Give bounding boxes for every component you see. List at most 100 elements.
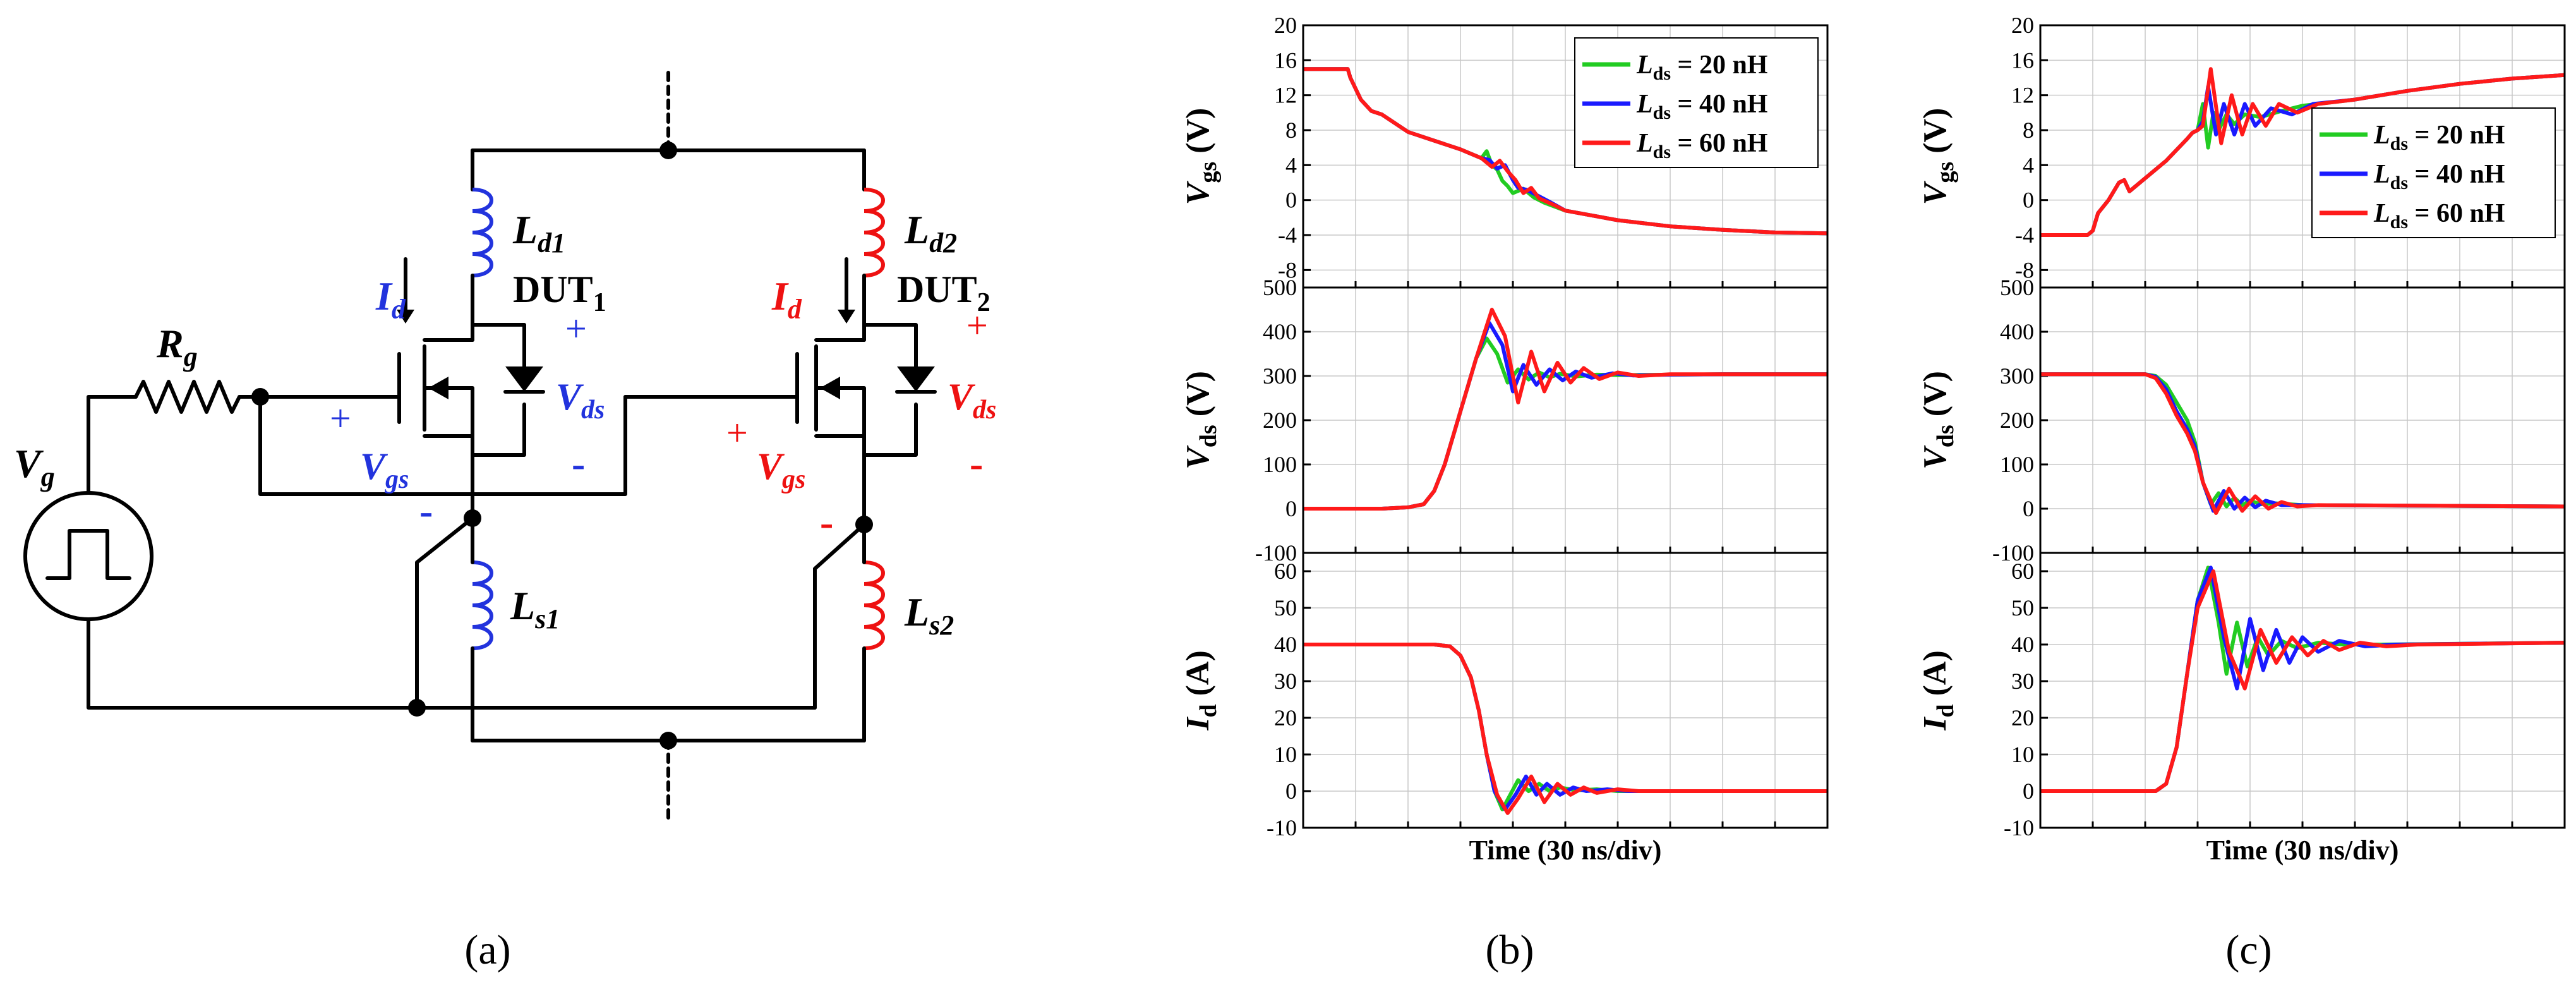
plot-frame: [2039, 552, 2566, 829]
y-tick-label: 0: [2023, 496, 2034, 521]
y-tick-label: 40: [1274, 632, 1297, 657]
y-tick-label: 4: [2023, 152, 2034, 178]
y-tick-label: 500: [1263, 275, 1297, 300]
label-rg: Rg: [156, 321, 198, 372]
series-line-3: [1303, 308, 1827, 511]
panel-label-b: (b): [1486, 927, 1534, 973]
label-vds2: Vds: [948, 376, 996, 425]
series-line-3: [2040, 372, 2565, 515]
circuit-diagram: Rg Vg Ld1 DUT1 Id + Vds - + Vgs - Ls1 Ld…: [14, 71, 996, 823]
label-minus-vds2: -: [970, 441, 983, 486]
y-tick-label: 0: [1285, 496, 1297, 521]
y-tick-label: -4: [2015, 222, 2034, 248]
legend-entry: Lds = 40 nH: [2373, 160, 2505, 193]
label-ls2: Ls2: [904, 590, 954, 641]
wire-vg-top: [87, 395, 138, 495]
y-tick-label: 20: [2011, 13, 2034, 38]
y-tick-label: 100: [1263, 452, 1297, 477]
legend-entry: Lds = 40 nH: [1636, 90, 1767, 123]
series-line-3: [2040, 569, 2565, 793]
y-tick-label: -4: [1278, 222, 1297, 248]
chart-c-v_ds: -100 0 100 200 300 400 500 Vds (V): [1917, 275, 2566, 566]
y-tick-label: -8: [1278, 257, 1297, 282]
y-tick-label: 16: [2011, 47, 2034, 73]
wire-vg-loop: [87, 554, 817, 710]
y-tick-label: 20: [1274, 705, 1297, 730]
label-plus-vds1: +: [565, 308, 587, 349]
y-tick-label: -10: [1267, 815, 1297, 840]
y-tick-label: 300: [2000, 363, 2034, 389]
y-tick-label: 60: [1274, 559, 1297, 584]
label-minus-vgs1: -: [419, 488, 433, 533]
y-tick-label: -100: [1255, 540, 1297, 566]
y-tick-label: -100: [1992, 540, 2034, 566]
y-tick-label: 20: [2011, 705, 2034, 730]
y-axis-label: Vds (V): [1180, 371, 1222, 469]
chart-c-v_gs: -8 -4 0 4 8 12 16 20 Vgs (V) Lds = 20 nH Lds = 40 …: [1917, 13, 2566, 289]
inductor-ls2: [864, 560, 885, 650]
y-tick-label: 40: [2011, 632, 2034, 657]
wire-kelvin1: [415, 516, 474, 710]
y-tick-label: 0: [1285, 778, 1297, 804]
mosfet-dut1: [397, 257, 545, 457]
y-tick-label: 8: [1285, 118, 1297, 143]
y-axis-label: Id (A): [1180, 650, 1222, 731]
panel-label-a: (a): [464, 927, 510, 973]
y-tick-label: 100: [2000, 452, 2034, 477]
inductor-ld2: [864, 188, 885, 277]
y-tick-label: 12: [1274, 83, 1297, 108]
series-line-3: [1303, 643, 1827, 815]
y-tick-label: 60: [2011, 559, 2034, 584]
y-tick-label: 10: [2011, 742, 2034, 767]
y-tick-label: 8: [2023, 118, 2034, 143]
wire-kelvin2: [813, 523, 866, 710]
resistor-rg: [134, 380, 262, 414]
legend-entry: Lds = 60 nH: [2373, 199, 2505, 233]
label-plus-vgs2: +: [726, 412, 748, 454]
y-tick-label: 0: [1285, 188, 1297, 213]
inductor-ld1: [472, 188, 493, 277]
legend-entry: Lds = 60 nH: [1636, 129, 1767, 162]
y-tick-label: 50: [1274, 595, 1297, 621]
y-tick-label: 30: [1274, 669, 1297, 694]
label-vg: Vg: [14, 441, 55, 492]
label-ld2: Ld2: [904, 207, 957, 258]
wire-gate1-return: [258, 395, 627, 496]
series-line-3: [2040, 67, 2565, 237]
chart-b-v_ds: -100 0 100 200 300 400 500 Vds (V): [1180, 275, 1829, 566]
label-vgs2: Vgs: [757, 445, 805, 494]
label-id1: Id: [375, 274, 406, 325]
y-tick-label: 20: [1274, 13, 1297, 38]
junction-dots: [251, 142, 873, 749]
label-vgs1: Vgs: [360, 445, 409, 494]
label-minus-vgs2: -: [820, 500, 833, 545]
legend-entry: Lds = 20 nH: [2373, 121, 2505, 154]
label-vds1: Vds: [556, 376, 605, 425]
y-tick-label: 200: [2000, 408, 2034, 433]
y-axis-label: Vds (V): [1917, 371, 1959, 469]
label-ls1: Ls1: [510, 583, 560, 634]
label-plus-vgs1: +: [330, 397, 351, 439]
series-line-3: [1303, 67, 1828, 236]
y-axis-label: Vgs (V): [1917, 108, 1959, 205]
x-axis-label: Time (30 ns/div): [2206, 835, 2399, 866]
label-minus-vds1: -: [572, 441, 585, 486]
y-tick-label: 500: [2000, 275, 2034, 300]
label-plus-vds2: +: [966, 305, 988, 346]
chart-b-v_gs: -8 -4 0 4 8 12 16 20 Vgs (V) Lds = 20 nH Lds = 40 …: [1180, 13, 1829, 289]
y-axis-label: Vgs (V): [1180, 108, 1222, 205]
panel-label-c: (c): [2225, 927, 2272, 973]
y-tick-label: 400: [2000, 319, 2034, 344]
y-tick-label: 50: [2011, 595, 2034, 621]
charts: -8 -4 0 4 8 12 16 20 Vgs (V) Lds = 20 nH Lds = 40 …: [1180, 13, 2566, 866]
y-tick-label: 0: [2023, 188, 2034, 213]
y-tick-label: 400: [1263, 319, 1297, 344]
pulse-source-vg: [23, 491, 153, 621]
y-tick-label: 16: [1274, 47, 1297, 73]
y-tick-label: 300: [1263, 363, 1297, 389]
chart-c-i_d: -10 0 10 20 30 40 50 60 Id (A) Time (30 ns/div): [1917, 552, 2566, 866]
label-dut1: DUT1: [513, 269, 606, 317]
y-tick-label: -8: [2015, 257, 2034, 282]
y-tick-label: 12: [2011, 83, 2034, 108]
